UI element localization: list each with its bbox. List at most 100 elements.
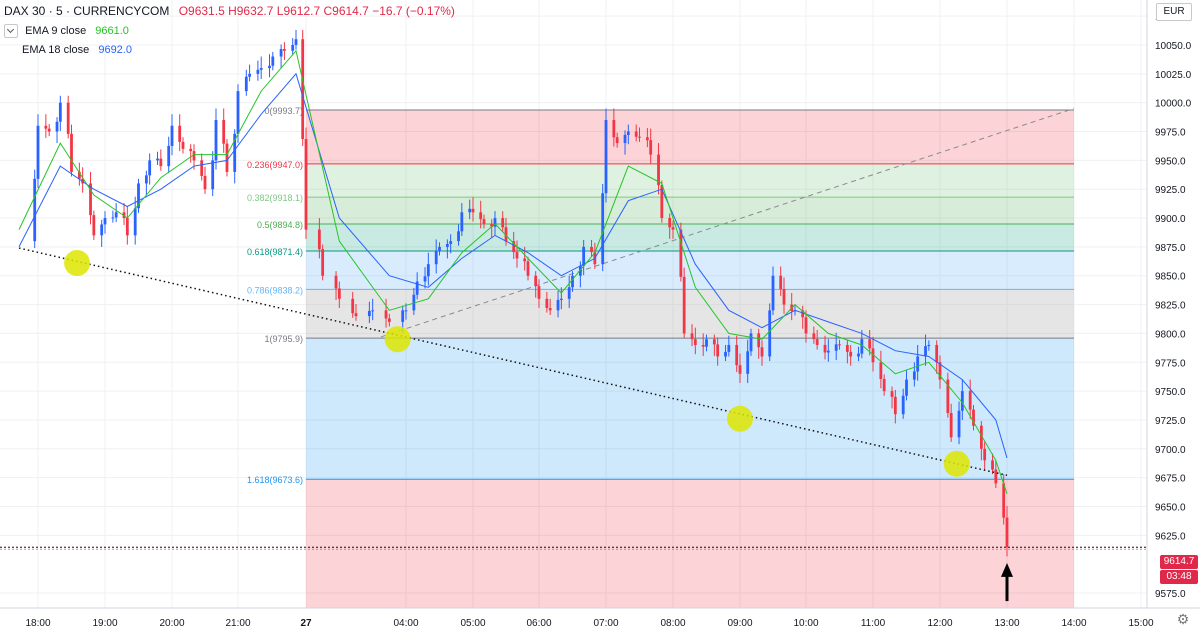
time-tick-label: 11:00 [861, 618, 886, 629]
candle-body [626, 131, 630, 135]
candle-body [746, 351, 750, 374]
ema18-value: 9692.0 [98, 44, 132, 56]
candle-body [404, 310, 408, 312]
candle-body [968, 391, 972, 410]
candle-body [256, 69, 260, 74]
candle-body [879, 362, 883, 379]
candle-body [916, 356, 920, 372]
candle-body [768, 310, 772, 357]
candle-body [203, 175, 207, 190]
fib-level-label: 1(9795.9) [264, 334, 303, 344]
candle-body [334, 275, 338, 289]
candle-body [838, 344, 841, 346]
fib-level-label: 0(9993.7) [264, 106, 303, 116]
candle-body [58, 102, 62, 122]
candle-body [438, 246, 441, 251]
candle-body [189, 148, 193, 152]
candle-body [387, 318, 391, 322]
candle-body [1005, 517, 1009, 548]
candle-body [248, 73, 251, 77]
candle-body [233, 133, 237, 172]
candle-body [103, 218, 107, 225]
candle-body [504, 227, 508, 242]
candle-body [271, 56, 275, 66]
candle-body [317, 229, 321, 250]
gear-icon[interactable]: ⚙ [1176, 611, 1190, 627]
candle-body [1002, 483, 1006, 518]
candle-body [66, 102, 70, 134]
fib-zone [306, 224, 1074, 252]
candle-body [901, 395, 905, 415]
candle-body [490, 223, 494, 227]
candle-body [423, 276, 427, 282]
candle-body [826, 350, 830, 353]
time-tick-label: 13:00 [994, 618, 1019, 629]
candle-body [214, 119, 218, 161]
candle-body [757, 333, 761, 348]
price-tick-label: 9775.0 [1155, 358, 1186, 369]
time-tick-label: 05:00 [460, 618, 485, 629]
indicator-ema9[interactable]: EMA 9 close 9661.0 [4, 24, 129, 38]
candle-body [125, 218, 129, 236]
indicator-ema18[interactable]: EMA 18 close 9692.0 [22, 44, 132, 56]
candle-body [857, 353, 860, 357]
candle-body [259, 68, 263, 70]
candle-body [660, 185, 664, 219]
collapse-chevron-icon[interactable] [4, 24, 18, 38]
time-tick-label: 21:00 [225, 618, 250, 629]
fib-zone [306, 163, 1074, 198]
candle-body [47, 128, 51, 132]
price-tick-label: 9575.0 [1155, 589, 1186, 600]
candle-body [294, 39, 298, 45]
touch-point-marker [384, 326, 411, 353]
fibonacci-retracement: 0(9993.7) 0.236(9947.0) 0.382(9918.1) 0.5(9… [247, 106, 1074, 608]
candle-body [760, 347, 764, 357]
touch-point-marker [943, 450, 970, 477]
candle-body [638, 136, 641, 138]
currency-button[interactable]: EUR [1156, 3, 1192, 21]
candle-body [434, 250, 438, 265]
candle-body [77, 171, 81, 179]
candle-body [893, 396, 897, 415]
candle-body [712, 339, 716, 345]
fib-level-label: 0.5(9894.8) [257, 220, 303, 230]
candle-body [671, 227, 675, 230]
candle-body [935, 344, 939, 363]
symbol-header: DAX 30 · 5 · CURRENCYCOM O9631.5 H9632.7… [4, 4, 455, 18]
price-tick-label: 9900.0 [1155, 214, 1186, 225]
candle-body [868, 339, 872, 349]
candle-body [148, 160, 152, 176]
candle-body [727, 344, 731, 352]
time-tick-label: 07:00 [593, 618, 618, 629]
candle-body [283, 49, 286, 51]
candle-body [222, 119, 226, 144]
price-tick-label: 9875.0 [1155, 243, 1186, 254]
candle-body [114, 212, 118, 218]
last-price-tag: 9614.7 [1160, 555, 1198, 569]
candle-body [657, 154, 660, 186]
candle-body [782, 289, 786, 305]
candle-body [178, 125, 182, 142]
candle-body [567, 287, 571, 299]
candle-body [801, 310, 805, 318]
candle-body [515, 252, 519, 259]
ema9-value: 9661.0 [95, 24, 129, 37]
candle-body [994, 469, 998, 484]
candle-body [523, 258, 527, 262]
candle-body [860, 339, 864, 354]
candle-body [771, 275, 775, 311]
candlesticks [33, 29, 1009, 557]
candle-body [479, 212, 483, 220]
candle-body [548, 308, 552, 311]
candle-body [354, 313, 358, 317]
candle-body [849, 351, 853, 357]
candle-body [890, 391, 894, 397]
candle-body [301, 39, 305, 140]
symbol-name[interactable]: DAX 30 · 5 · CURRENCYCOM [4, 4, 170, 18]
candle-body [649, 140, 653, 155]
candle-body [225, 143, 229, 172]
candle-body [44, 125, 48, 129]
candle-body [426, 264, 430, 277]
price-tick-label: 10025.0 [1155, 70, 1192, 81]
